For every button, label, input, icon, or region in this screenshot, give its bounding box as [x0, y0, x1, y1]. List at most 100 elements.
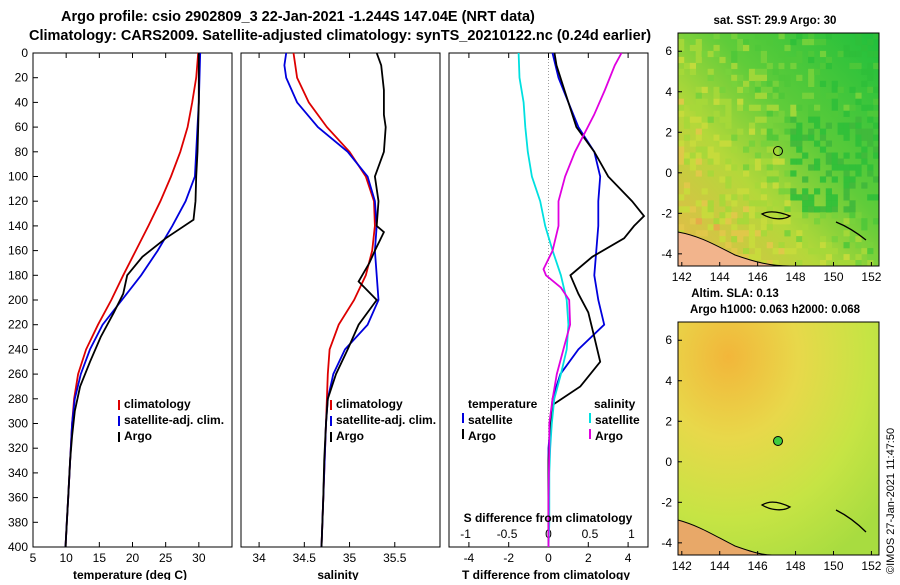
sst-cell	[748, 122, 756, 129]
sst-cell	[678, 152, 685, 159]
sst-cell	[778, 74, 785, 81]
sst-cell	[766, 122, 773, 129]
sst-cell	[743, 254, 750, 261]
sst-cell	[825, 170, 832, 177]
sst-cell	[831, 86, 838, 93]
y-tick-label: 0	[21, 46, 28, 60]
series-line-argo	[320, 52, 387, 548]
sst-cell	[784, 170, 791, 177]
sst-cell	[754, 44, 762, 52]
sst-cell	[867, 110, 874, 117]
sst-cell	[784, 80, 791, 87]
sst-cell	[802, 134, 809, 141]
sst-island	[760, 211, 792, 220]
sst-cell	[731, 200, 738, 207]
sst-cell	[867, 74, 874, 81]
sst-cell	[737, 39, 744, 46]
sst-cell	[772, 182, 779, 189]
sst-cell	[760, 140, 767, 147]
sst-cell	[689, 152, 696, 159]
sst-cell	[825, 188, 832, 195]
temperature-series	[64, 52, 202, 548]
sst-cell	[849, 206, 856, 213]
sst-cell	[808, 39, 815, 46]
sst-cell	[802, 92, 809, 99]
sst-cell	[784, 116, 791, 123]
sst-cell	[678, 206, 685, 213]
sst-cell	[825, 56, 832, 64]
x-tick-label: 4	[625, 551, 632, 565]
sst-cell	[831, 104, 838, 111]
sst-cell	[713, 224, 720, 231]
sst-cell	[743, 212, 750, 219]
sst-cell	[754, 164, 762, 171]
sst-cell	[855, 152, 862, 159]
series-line-argo	[64, 53, 200, 548]
sst-cell	[831, 164, 838, 171]
sst-cell	[678, 194, 685, 201]
salinity-x-label: salinity	[317, 568, 359, 580]
sst-cell	[725, 116, 732, 123]
sst-cell	[695, 146, 702, 153]
sst-cell	[796, 56, 803, 64]
sst-cell	[713, 92, 720, 99]
sst-cell	[814, 122, 821, 129]
sst-cell	[754, 80, 762, 87]
sst-cell	[725, 134, 732, 141]
sst-cell	[831, 158, 838, 165]
sst-cell	[825, 158, 832, 165]
sst-cell	[731, 33, 738, 40]
sst-cell	[695, 170, 702, 177]
sst-cell	[867, 242, 874, 249]
sst-cell	[701, 212, 708, 219]
sst-cell	[725, 68, 732, 75]
y-tick-label: 200	[8, 293, 28, 307]
sst-cell	[778, 62, 785, 70]
sst-cell	[819, 236, 827, 243]
sst-cell	[831, 110, 838, 117]
sst-cell	[731, 194, 738, 201]
legend-label-climatology: climatology	[336, 397, 403, 411]
x-tick-label: 34	[252, 551, 266, 565]
sst-cell	[808, 248, 815, 255]
sst-cell	[843, 182, 850, 189]
sst-cell	[808, 194, 815, 201]
x-tick-label: -2	[503, 551, 514, 565]
sst-cell	[743, 86, 750, 93]
sst-cell	[825, 33, 832, 40]
map-y-tick-label: 6	[665, 44, 672, 58]
sst-cell	[707, 224, 714, 231]
sst-cell	[867, 134, 874, 141]
sst-cell	[766, 128, 773, 135]
sst-cell	[689, 116, 696, 123]
sst-cell	[843, 188, 850, 195]
temperature-legend: climatology satellite-adj. clim. Argo	[118, 397, 224, 443]
sst-cell	[873, 122, 880, 129]
sst-cell	[701, 50, 708, 58]
sst-cell	[743, 80, 750, 87]
sst-cell	[796, 158, 803, 165]
sst-cell	[802, 212, 809, 219]
sst-cell	[683, 116, 691, 123]
sst-cell	[725, 98, 732, 105]
sst-cell	[802, 194, 809, 201]
sst-cell	[743, 44, 750, 52]
sst-cell	[790, 248, 797, 255]
sst-cell	[695, 200, 702, 207]
y-tick-label: 40	[15, 95, 29, 109]
legend-label-temp-argo: Argo	[468, 429, 496, 443]
y-tick-label: 20	[15, 71, 29, 85]
sst-cell	[849, 200, 856, 207]
sst-cell	[802, 224, 809, 231]
sst-cell	[796, 140, 803, 147]
sst-cell	[796, 146, 803, 153]
y-tick-label: 340	[8, 466, 28, 480]
sst-cell	[796, 242, 803, 249]
sst-cell	[778, 188, 785, 195]
sst-cell	[719, 176, 726, 183]
sst-cell	[861, 224, 868, 231]
sst-cell	[754, 212, 762, 219]
sst-cell	[849, 50, 856, 58]
sst-cell	[843, 50, 850, 58]
sst-cell	[678, 146, 685, 153]
